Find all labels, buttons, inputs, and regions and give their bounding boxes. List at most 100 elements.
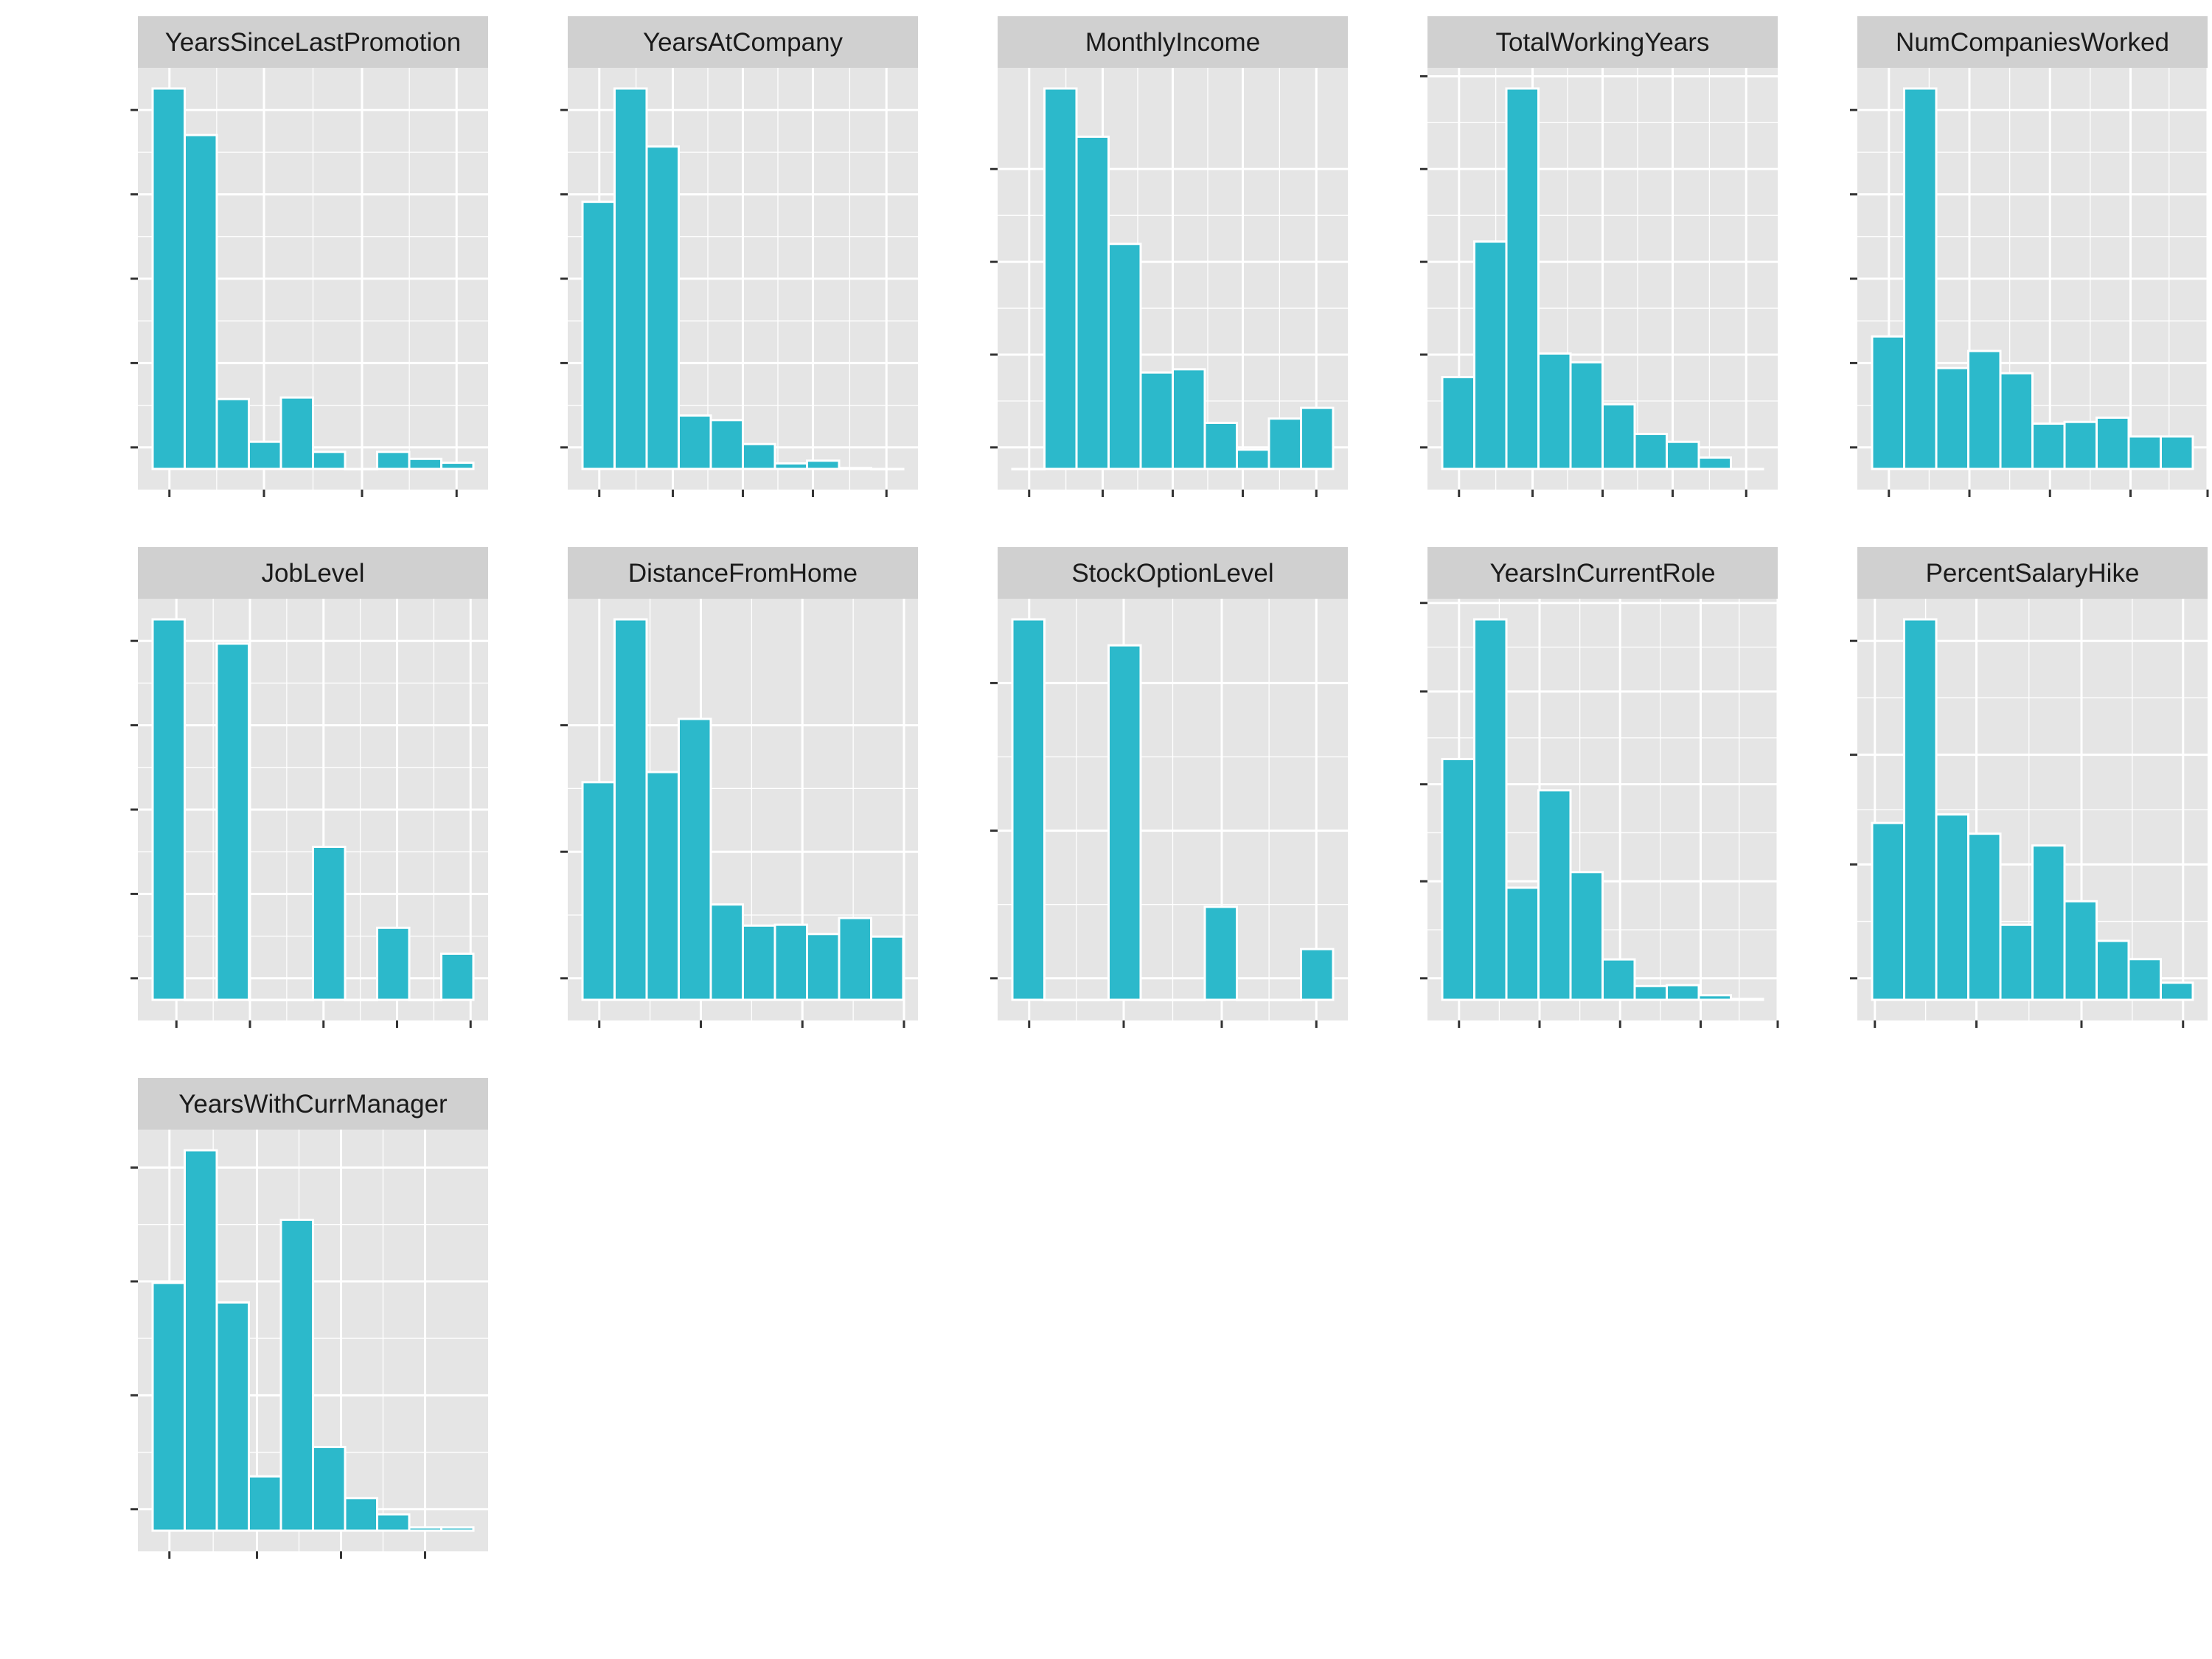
histogram-bar (1569, 361, 1604, 470)
histogram-bar (1267, 417, 1302, 470)
facet-panel: PercentSalaryHike (1850, 547, 2208, 1028)
histogram-bar (1473, 240, 1508, 470)
histogram-bar (773, 462, 808, 470)
histogram-bar (1075, 998, 1110, 1001)
facet-panel: DistanceFromHome (560, 547, 918, 1028)
facet-strip (568, 547, 918, 599)
histogram-bar (678, 717, 712, 1001)
facet-title: YearsInCurrentRole (1489, 559, 1715, 588)
facet-title: MonthlyIncome (1085, 28, 1260, 57)
histogram-bar (151, 1281, 186, 1532)
histogram-bar (279, 998, 314, 1001)
histogram-bar (215, 397, 250, 470)
histogram-bar (376, 1513, 411, 1532)
histogram-bar (1236, 448, 1270, 470)
facet-panel: YearsInCurrentRole (1420, 547, 1779, 1028)
histogram-bar (709, 903, 744, 1001)
histogram-bar (440, 952, 475, 1001)
facet-title: YearsSinceLastPromotion (165, 28, 461, 57)
histogram-bar (279, 396, 314, 470)
histogram-bar (838, 917, 872, 1001)
facet-strip (138, 16, 488, 68)
facet-panel: StockOptionLevel (990, 547, 1348, 1028)
histogram-bar (1172, 368, 1206, 470)
histogram-bar (1172, 998, 1206, 1001)
histogram-bar (1601, 403, 1636, 470)
facet-title: YearsWithCurrManager (178, 1090, 448, 1119)
histogram-bar (312, 1445, 347, 1532)
histogram-bar (2160, 435, 2194, 470)
histogram-bar (1666, 984, 1700, 1001)
histogram-bar (1601, 958, 1636, 1001)
facet-panels: YearsSinceLastPromotion YearsAtCompany Mon… (131, 16, 2209, 1559)
histogram-bar (806, 459, 841, 470)
histogram-bar (1730, 998, 1764, 1001)
histogram-bar (279, 1218, 314, 1532)
histogram-bar (645, 145, 680, 470)
histogram-bar (2031, 844, 2066, 1001)
histogram-bar (2127, 958, 2162, 1001)
histogram-bar (151, 618, 186, 1001)
histogram-bar (1871, 821, 1905, 1001)
histogram-bar (376, 451, 411, 470)
histogram-bar (1999, 923, 2034, 1001)
histogram-bar (2160, 981, 2194, 1001)
histogram-bar (678, 414, 712, 470)
histogram-bar (709, 419, 744, 470)
histogram-bar (1537, 352, 1572, 470)
histogram-bar (1903, 87, 1938, 470)
facet-strip (138, 1078, 488, 1130)
facet-strip (568, 16, 918, 68)
histogram-bar (408, 1526, 442, 1532)
histogram-bar (1236, 998, 1270, 1001)
histogram-bar (1043, 87, 1078, 470)
facet-panel: TotalWorkingYears (1420, 16, 1778, 497)
histogram-bar (1300, 947, 1335, 1001)
histogram-bar (440, 462, 475, 470)
histogram-bar (806, 933, 841, 1001)
histogram-bar (1633, 433, 1668, 470)
histogram-bar (151, 87, 186, 470)
histogram-bar (1505, 87, 1540, 470)
facet-title: YearsAtCompany (643, 28, 844, 57)
histogram-bar (742, 442, 776, 470)
facet-title: PercentSalaryHike (1926, 559, 2140, 588)
histogram-bar (1011, 467, 1046, 470)
histogram-bar (1730, 467, 1764, 470)
histogram-bar (1107, 644, 1142, 1001)
histogram-bar (1139, 371, 1174, 470)
histogram-bar (2031, 422, 2066, 470)
histogram-bar (1935, 813, 1969, 1001)
facet-panel: YearsAtCompany (560, 16, 918, 497)
histogram-bar (773, 923, 808, 1001)
histogram-bar (838, 467, 872, 470)
histogram-bar (1505, 886, 1540, 1001)
histogram-bar (2096, 416, 2130, 470)
histogram-bar (613, 87, 648, 470)
histogram-bar (1569, 871, 1604, 1001)
histogram-bar (1999, 372, 2034, 470)
histogram-bar (184, 998, 218, 1001)
histogram-bar (645, 771, 680, 1001)
facet-title: DistanceFromHome (628, 559, 858, 588)
histogram-bar (1537, 789, 1572, 1001)
histogram-bar (1011, 618, 1046, 1001)
histogram-bar (1697, 994, 1732, 1001)
histogram-bar (2063, 900, 2098, 1001)
histogram-bar (312, 451, 347, 470)
histogram-bar (1935, 366, 1969, 470)
histogram-bar (2127, 435, 2162, 470)
facet-title: StockOptionLevel (1071, 559, 1273, 588)
facet-strip (138, 547, 488, 599)
facet-panel: JobLevel (131, 547, 488, 1028)
histogram-bar (2096, 939, 2130, 1001)
facet-strip (1427, 16, 1778, 68)
facet-panel: MonthlyIncome (990, 16, 1348, 497)
histogram-bar (1139, 998, 1174, 1001)
histogram-bar (870, 467, 905, 470)
facet-strip (998, 547, 1348, 599)
histogram-bar (312, 846, 347, 1001)
histogram-bar (344, 998, 378, 1001)
facet-title: JobLevel (261, 559, 364, 588)
